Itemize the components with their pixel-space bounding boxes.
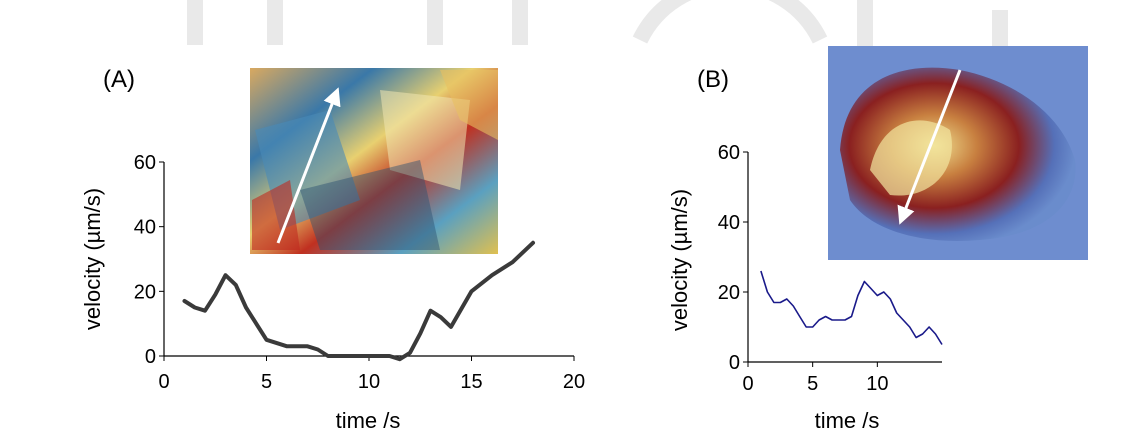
chart-a-x-tick-label: 0 bbox=[158, 371, 169, 393]
panel-a-arrow bbox=[276, 87, 341, 244]
chart-b-x-tick-label: 10 bbox=[866, 373, 888, 395]
chart-a-x-tick-label: 5 bbox=[261, 371, 272, 393]
panel-b-arrow bbox=[897, 69, 962, 225]
chart-a-y-tick-label: 20 bbox=[134, 281, 156, 303]
chart-b-x-axis-title: time /s bbox=[815, 408, 880, 433]
chart-b-series-line bbox=[760, 270, 943, 345]
chart-b-y-tick-label: 40 bbox=[718, 212, 740, 234]
chart-b-y-tick-label: 20 bbox=[718, 282, 740, 304]
chart-a-x-tick-label: 10 bbox=[358, 371, 380, 393]
chart-b-x-tick-label: 0 bbox=[742, 373, 753, 395]
chart-b-y-tick-label: 0 bbox=[729, 352, 740, 374]
chart-a-x-axis-title: time /s bbox=[336, 408, 401, 433]
chart-b-y-tick-label: 60 bbox=[718, 142, 740, 164]
chart-a-y-tick-label: 0 bbox=[145, 346, 156, 368]
panel-b-micrograph bbox=[828, 46, 1088, 260]
chart-a-x-tick-label: 20 bbox=[563, 371, 585, 393]
chart-a-x-tick-label: 15 bbox=[460, 371, 482, 393]
panel-a-micrograph bbox=[250, 68, 498, 254]
chart-a-y-tick-label: 40 bbox=[134, 217, 156, 239]
panel-a-label: (A) bbox=[103, 66, 135, 93]
chart-b-x-tick-label: 5 bbox=[807, 373, 818, 395]
chart-b: 0 20 40 60 0 5 10 time /s velocity (µm/s) bbox=[667, 142, 943, 433]
chart-a-y-axis-title: velocity (µm/s) bbox=[80, 188, 105, 330]
chart-b-y-axis-title: velocity (µm/s) bbox=[667, 189, 692, 331]
chart-a-series-line bbox=[182, 240, 535, 362]
chart-a: 0 20 40 60 0 5 10 15 20 time /s velocity (µm/s) bbox=[80, 152, 585, 433]
chart-a-y-tick-label: 60 bbox=[134, 152, 156, 174]
panel-b-label: (B) bbox=[697, 66, 729, 93]
